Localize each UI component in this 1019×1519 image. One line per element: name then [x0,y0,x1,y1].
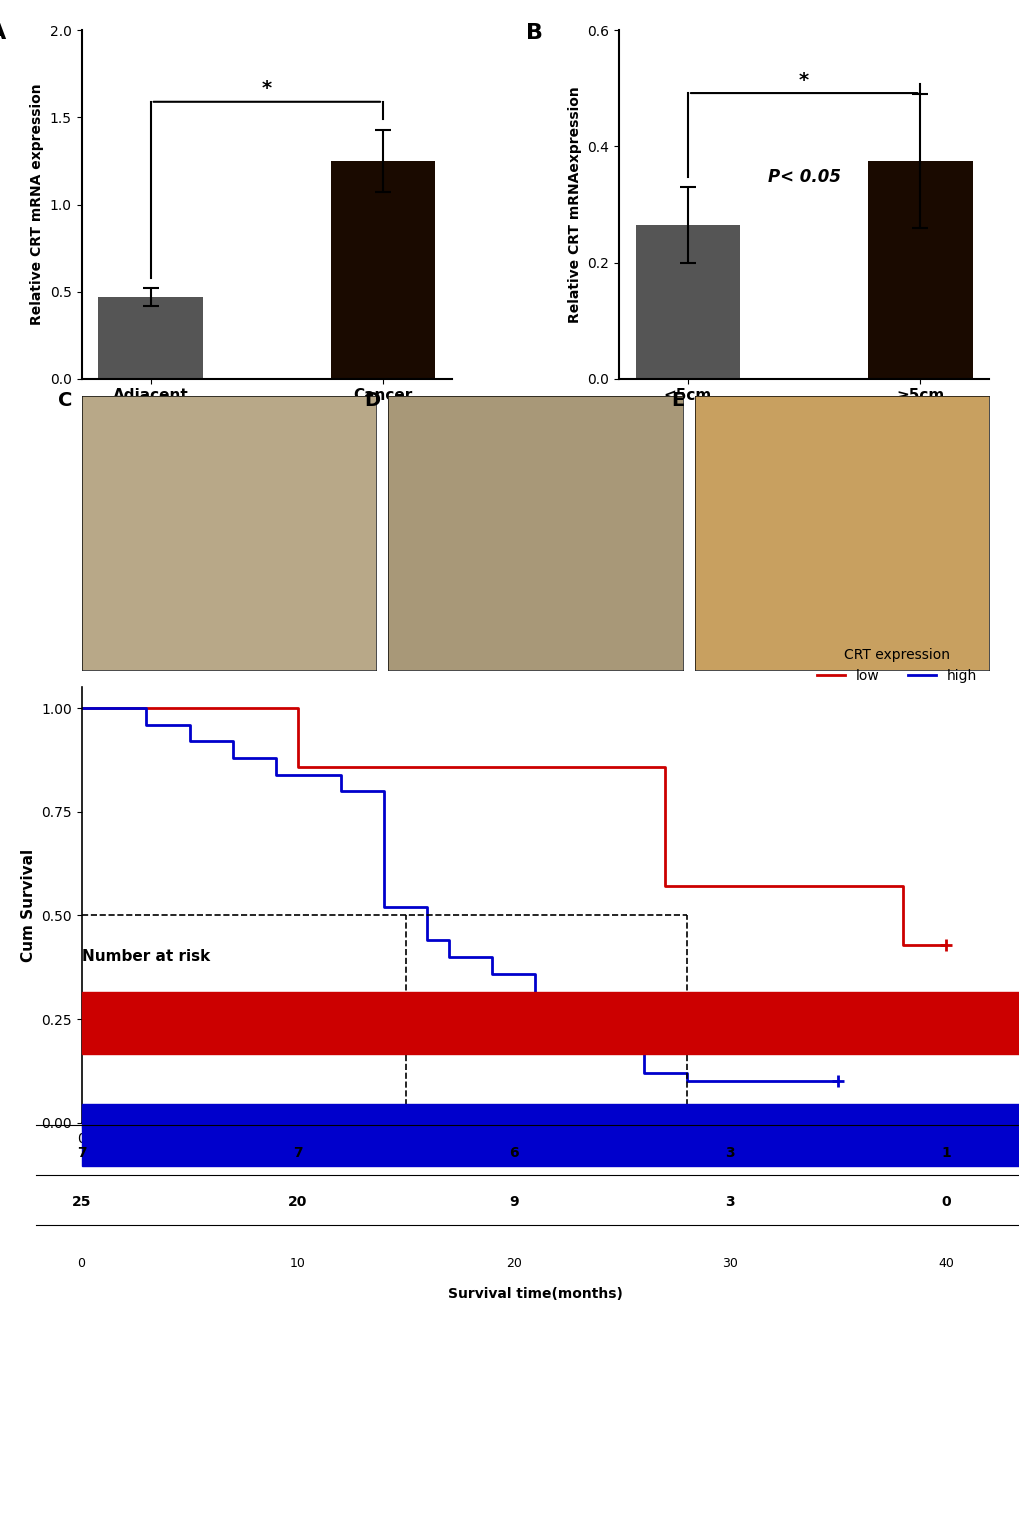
low [658,758,671,776]
high [334,766,346,784]
Y-axis label: Relative CRT mRNA expression: Relative CRT mRNA expression [31,84,44,325]
high [529,965,541,983]
high [270,766,282,784]
Text: A: A [0,23,6,44]
Text: 20: 20 [505,1258,522,1270]
Text: *: * [262,79,272,99]
high [832,1072,844,1091]
Text: 7: 7 [292,1145,303,1159]
Text: 10: 10 [289,1258,306,1270]
high [378,898,390,916]
Text: 0: 0 [77,1258,86,1270]
high [442,948,454,966]
Line: high: high [82,708,838,1082]
high [572,998,584,1016]
Text: N=32: N=32 [244,430,290,445]
Text: Survival time(months): Survival time(months) [447,1287,623,1300]
high [486,965,498,983]
high [226,749,238,767]
Text: 1: 1 [941,1145,950,1159]
Y-axis label: Relative CRT mRNAexpression: Relative CRT mRNAexpression [567,87,581,324]
Text: 3: 3 [725,1145,734,1159]
low [896,936,908,954]
Legend: low, high: low, high [811,643,981,688]
Bar [82,1104,1019,1167]
Bar [99,296,203,378]
Bar [635,225,740,378]
Line: low: low [82,708,946,945]
high [421,898,433,916]
high [183,715,196,734]
low [896,876,908,895]
high [832,1072,844,1091]
Text: 25: 25 [71,1195,92,1209]
high [334,782,346,801]
Text: 20: 20 [287,1195,307,1209]
Text: D: D [364,390,380,410]
Text: C: C [58,390,72,410]
high [141,699,153,717]
high [723,1072,736,1091]
high [442,931,454,949]
Bar [867,161,971,378]
high [572,1015,584,1033]
Text: Number at risk: Number at risk [82,949,210,963]
Y-axis label: Cum Survival: Cum Survival [20,849,36,962]
Text: 30: 30 [721,1258,737,1270]
high [637,1015,649,1033]
Text: B: B [526,23,543,44]
high [680,1063,692,1082]
Text: 0: 0 [941,1195,950,1209]
high [680,1072,692,1091]
Text: Log-rank
p = 0.036: Log-rank p = 0.036 [154,992,230,1025]
high [421,931,433,949]
low [940,936,952,954]
high [723,1072,736,1091]
high [637,1063,649,1082]
high [270,749,282,767]
Bar [82,992,1019,1054]
Text: 3: 3 [725,1195,734,1209]
low [940,936,952,954]
high [226,732,238,750]
Text: 6: 6 [508,1145,519,1159]
high [141,715,153,734]
low [291,699,304,717]
high [378,782,390,801]
low [658,876,671,895]
high [529,998,541,1016]
high [183,732,196,750]
high [486,948,498,966]
Text: 9: 9 [508,1195,519,1209]
Text: P< 0.05: P< 0.05 [767,169,840,187]
low [75,699,88,717]
low [291,758,304,776]
high [75,699,88,717]
Text: 7: 7 [76,1145,87,1159]
Bar [330,161,435,378]
Text: 40: 40 [937,1258,953,1270]
Text: *: * [798,70,808,90]
X-axis label: Survival time(months): Survival time(months) [439,1151,631,1167]
Text: E: E [671,390,684,410]
